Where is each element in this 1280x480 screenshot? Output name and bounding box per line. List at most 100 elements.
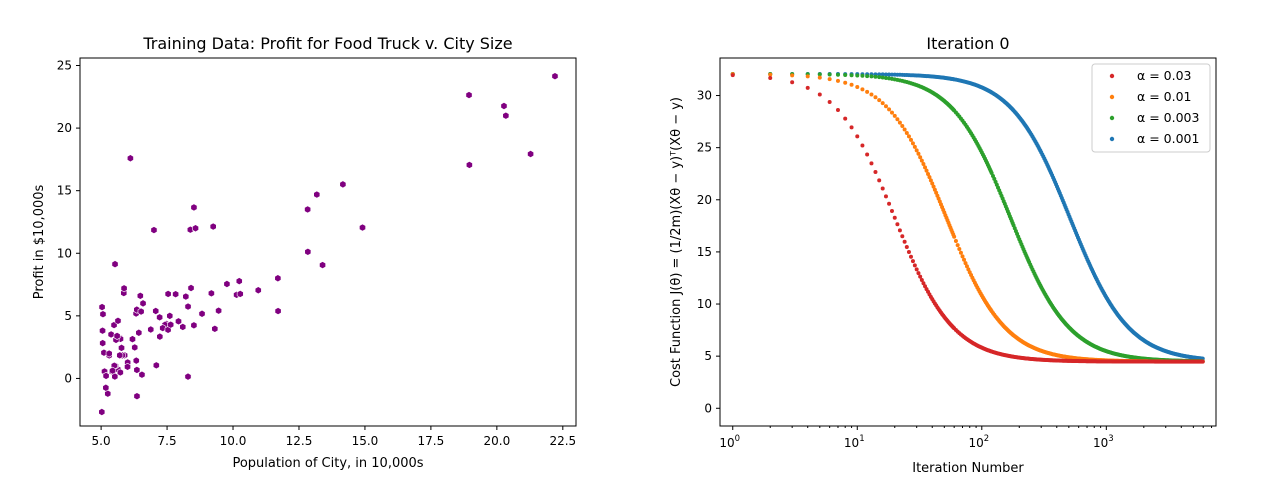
cost-point xyxy=(912,263,917,268)
data-point xyxy=(527,150,535,158)
cost-point xyxy=(877,72,882,77)
cost-point xyxy=(835,78,840,83)
data-point xyxy=(551,72,559,81)
cost-point xyxy=(906,134,911,139)
data-point xyxy=(172,290,180,299)
cost-point xyxy=(805,74,810,79)
cost-point xyxy=(873,169,878,174)
cost-point xyxy=(887,72,892,77)
cost-point xyxy=(887,107,892,112)
cost-point xyxy=(843,80,848,85)
cost-point xyxy=(730,73,735,78)
cost-point xyxy=(835,72,840,77)
cost-point xyxy=(883,75,888,80)
data-point xyxy=(175,317,182,326)
chart1-x-tick-label: 7.5 xyxy=(158,434,177,448)
legend-label: α = 0.001 xyxy=(1137,131,1199,146)
chart1-x-tick-label: 15.0 xyxy=(352,434,379,448)
chart2-x-ticks: 100 101 102 103 xyxy=(719,426,1213,450)
cost-point xyxy=(1200,359,1205,364)
cost-point xyxy=(989,170,994,175)
data-point xyxy=(207,289,215,298)
chart-training-data: Training Data: Profit for Food Truck v. … xyxy=(32,34,577,471)
cost-point xyxy=(889,208,894,213)
chart2-x-tick-label: 102 xyxy=(968,434,989,450)
cost-point xyxy=(768,72,773,77)
cost-point xyxy=(897,228,902,233)
cost-point xyxy=(873,74,878,79)
cost-point xyxy=(952,234,957,239)
cost-point xyxy=(904,130,909,135)
data-point xyxy=(313,190,321,199)
cost-point xyxy=(916,151,921,156)
data-point xyxy=(187,284,195,292)
cost-point xyxy=(849,125,854,130)
cost-point xyxy=(928,178,933,183)
cost-point xyxy=(880,101,885,106)
chart2-y-label: Cost Function J(θ) = (1/2m)(Xθ − y)ᵀ(Xθ … xyxy=(669,97,684,387)
chart2-y-tick-label: 5 xyxy=(704,349,712,363)
chart2-y-ticks: 0 5 10 15 20 25 30 xyxy=(697,89,720,415)
data-point xyxy=(156,313,164,322)
data-point xyxy=(500,102,508,110)
data-point xyxy=(152,307,160,315)
cost-point xyxy=(877,178,882,183)
data-point xyxy=(304,205,312,214)
data-point xyxy=(209,222,217,231)
series-0.001 xyxy=(730,71,1205,361)
data-point xyxy=(274,274,282,283)
cost-point xyxy=(843,72,848,77)
data-point xyxy=(236,289,244,298)
data-point xyxy=(139,299,147,308)
cost-point xyxy=(827,72,832,77)
data-point xyxy=(138,370,146,379)
chart1-x-label: Population of City, in 10,000s xyxy=(232,456,423,471)
cost-point xyxy=(865,89,870,94)
data-point xyxy=(156,332,164,341)
data-point xyxy=(118,343,125,352)
data-point xyxy=(502,111,510,120)
data-point xyxy=(114,316,122,325)
cost-point xyxy=(916,271,921,276)
chart-cost-convergence: Iteration 0 100 101 102 103 0 5 10 15 20 25 30 It… xyxy=(669,34,1217,476)
data-point xyxy=(167,320,175,329)
cost-point xyxy=(873,95,878,100)
data-point xyxy=(184,302,192,311)
chart1-x-tick-label: 12.5 xyxy=(286,434,313,448)
cost-point xyxy=(817,92,822,97)
data-point xyxy=(102,371,110,380)
legend-marker xyxy=(1109,73,1115,79)
data-point xyxy=(235,277,243,286)
chart1-x-tick-label: 10.0 xyxy=(220,434,247,448)
data-point xyxy=(465,91,473,100)
data-point xyxy=(107,330,115,339)
data-point xyxy=(223,280,231,288)
cost-point xyxy=(957,246,962,251)
cost-point xyxy=(790,73,795,78)
cost-point xyxy=(849,82,854,87)
data-point xyxy=(152,361,160,370)
data-point xyxy=(113,332,121,340)
chart1-title: Training Data: Profit for Food Truck v. … xyxy=(142,34,512,53)
data-point xyxy=(319,261,326,270)
data-point xyxy=(359,223,366,232)
cost-point xyxy=(860,87,865,92)
data-point xyxy=(211,324,219,333)
data-point xyxy=(129,335,136,344)
data-point xyxy=(109,366,117,375)
legend-label: α = 0.03 xyxy=(1137,68,1192,83)
chart1-y-tick-label: 20 xyxy=(57,121,72,135)
cost-point xyxy=(953,238,958,243)
cost-point xyxy=(869,161,874,166)
cost-point xyxy=(883,104,888,109)
cost-point xyxy=(860,143,865,148)
chart1-y-tick-label: 0 xyxy=(64,371,72,385)
data-point xyxy=(339,180,347,189)
cost-point xyxy=(904,245,909,250)
data-point xyxy=(99,339,107,348)
chart2-x-tick-label: 101 xyxy=(844,434,865,450)
legend-marker xyxy=(1109,115,1115,121)
chart2-title: Iteration 0 xyxy=(926,34,1009,53)
data-point xyxy=(133,365,141,374)
